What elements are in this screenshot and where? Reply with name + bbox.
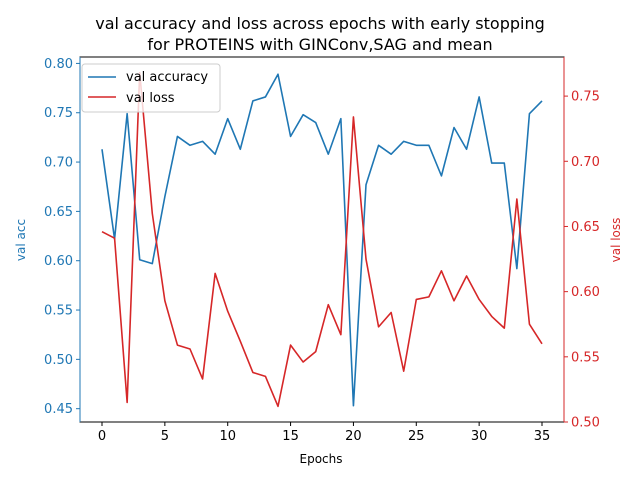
y-tick-label-left: 0.60 [44,254,73,269]
y-tick-label-right: 0.75 [571,90,600,105]
x-axis-label: Epochs [300,452,343,466]
y-tick-label-right: 0.55 [571,350,600,365]
y-tick-label-right: 0.65 [571,220,600,235]
chart-title-line-2: for PROTEINS with GINConv,SAG and mean [147,35,492,54]
x-tick-label: 35 [534,429,551,444]
x-tick-label: 15 [282,429,299,444]
y-tick-label-left: 0.55 [44,304,73,319]
y-tick-label-left: 0.80 [44,57,73,72]
legend-label-val-accuracy: val accuracy [126,70,208,85]
y-tick-label-left: 0.65 [44,205,73,220]
x-tick-label: 10 [219,429,236,444]
y-tick-label-right: 0.60 [571,285,600,300]
legend-label-val-loss: val loss [126,91,175,106]
legend-box [81,63,221,113]
x-tick-label: 5 [161,429,169,444]
y-tick-label-left: 0.50 [44,353,73,368]
x-tick-label: 20 [345,429,362,444]
y-tick-label-left: 0.75 [44,106,73,121]
x-tick-label: 0 [98,429,106,444]
axes [79,56,565,423]
y-axis-label-left: val acc [14,219,28,261]
ticks: 0 5 10 15 20 25 30 35 0.45 0.50 0.55 0.60 0.65 0.70 0.… [44,57,600,444]
x-tick-label: 25 [408,429,425,444]
plot-lines [101,71,543,408]
series-line-val-loss [101,71,543,408]
chart-title-line-1: val accuracy and loss across epochs with… [95,14,545,33]
legend: val accuracy val loss [81,63,221,113]
y-tick-label-right: 0.50 [571,416,600,431]
y-axis-label-right: val loss [609,218,623,263]
series-line-val-accuracy [101,73,543,407]
y-tick-label-left: 0.70 [44,156,73,171]
y-tick-label-right: 0.70 [571,155,600,170]
y-tick-label-left: 0.45 [44,402,73,417]
x-tick-label: 30 [471,429,488,444]
